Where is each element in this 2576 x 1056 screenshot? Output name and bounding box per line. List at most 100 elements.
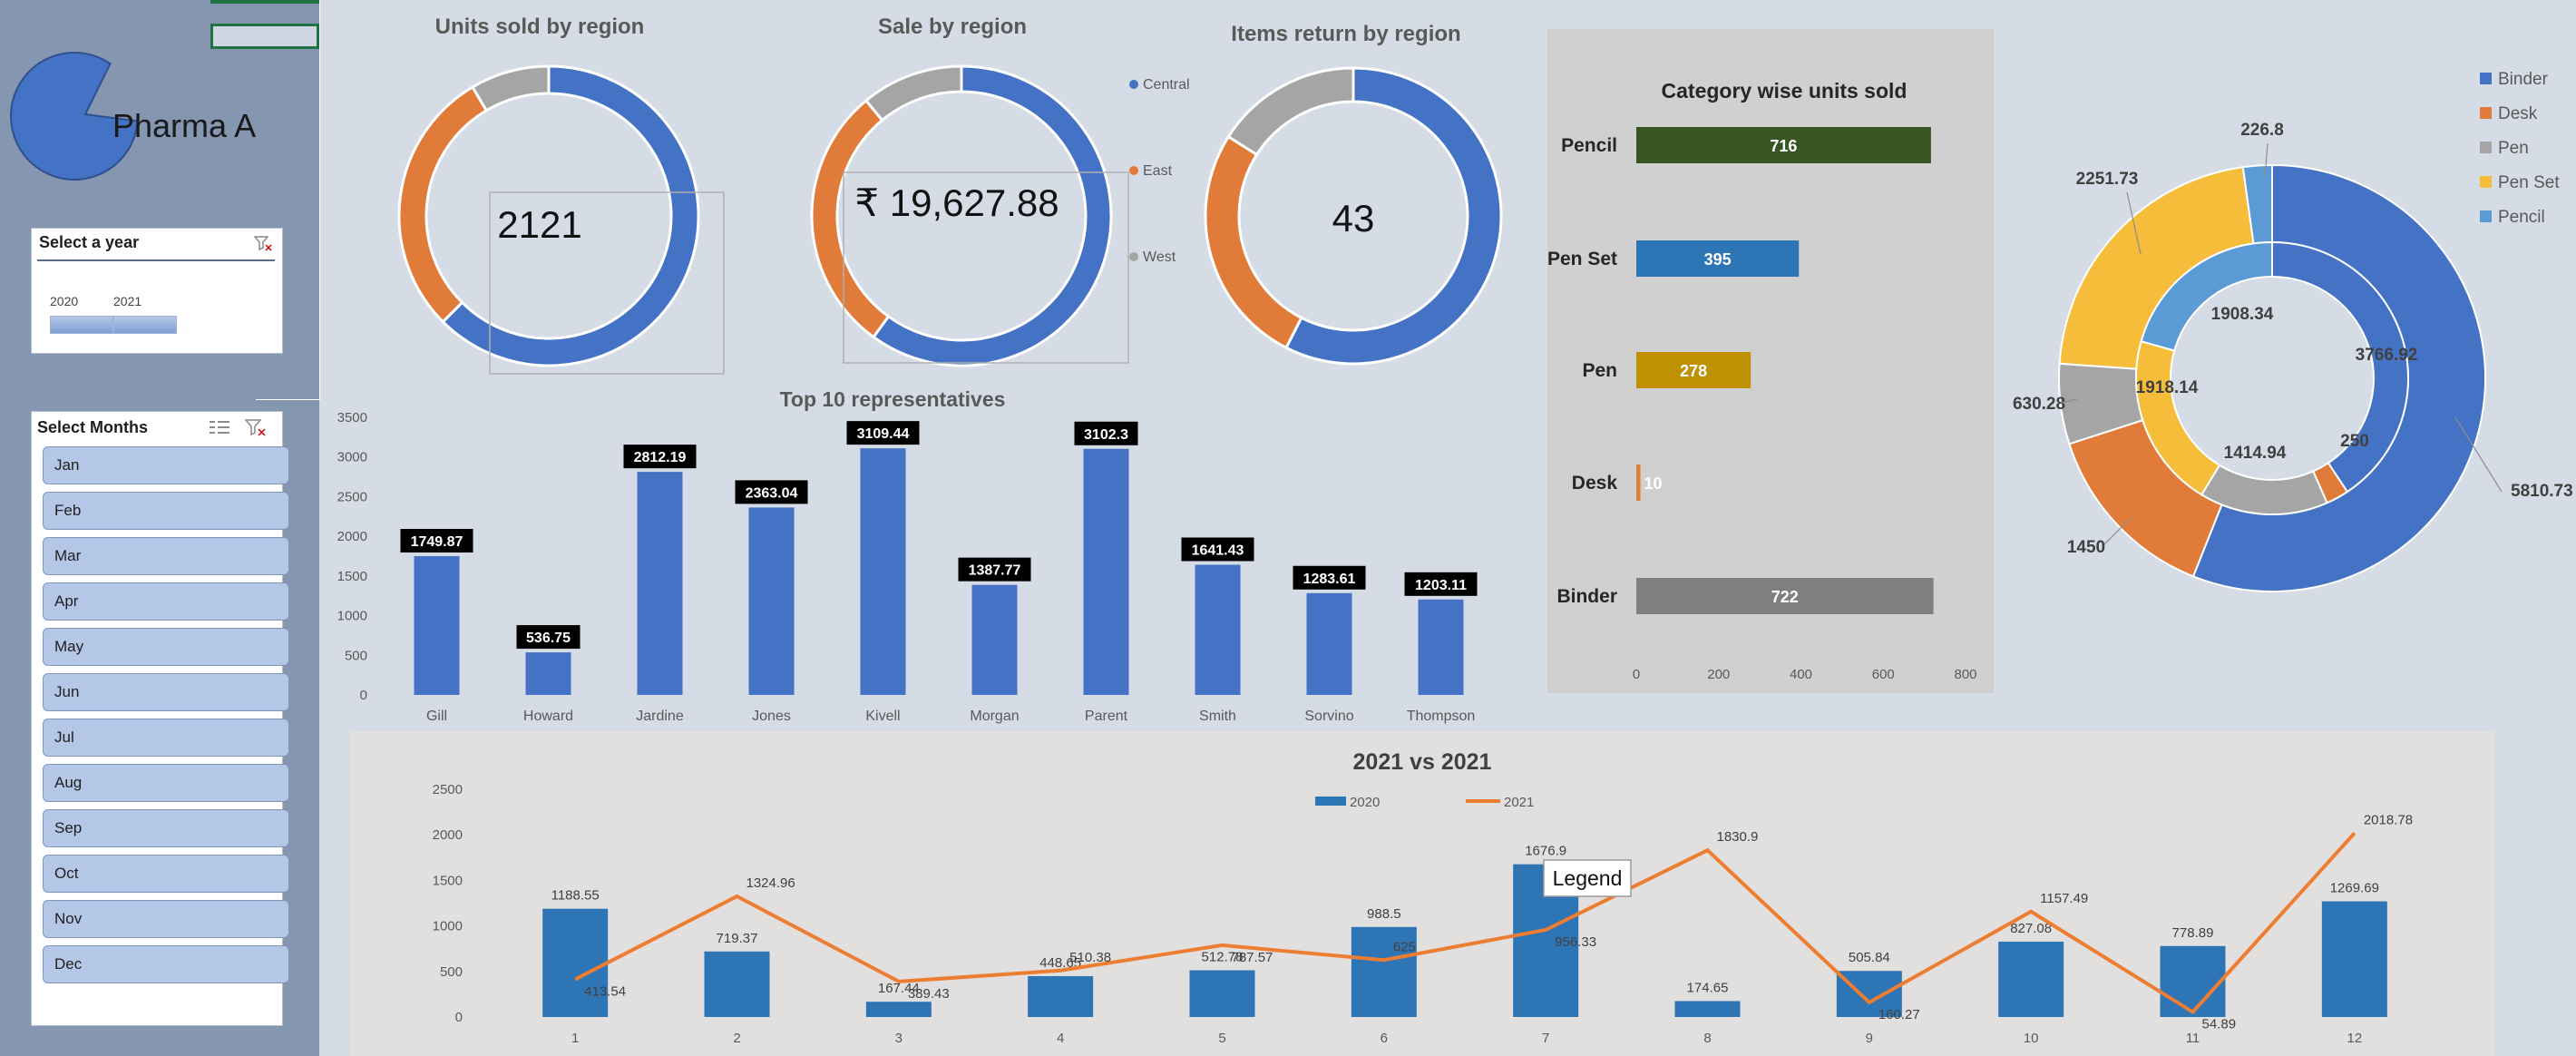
- double-donut-inner-slice-binder: [2271, 240, 2409, 494]
- combo-bar-label: 1269.69: [2330, 881, 2379, 896]
- reps-data-label: 1641.43: [1192, 543, 1244, 558]
- combo-x-label: 11: [2186, 1031, 2200, 1046]
- combo-line-label: 1830.9: [1717, 829, 1759, 845]
- category-label: Pen: [1582, 360, 1617, 381]
- chart-title-units: Units sold by region: [435, 15, 645, 39]
- combo-bar-label: 505.84: [1849, 950, 1890, 965]
- reps-bar: [414, 556, 460, 695]
- reps-y-tick: 0: [360, 688, 367, 703]
- combo-x-label: 10: [2024, 1031, 2039, 1046]
- combo-bar-label: 1188.55: [551, 888, 600, 904]
- combo-line-label: 54.89: [2202, 1016, 2237, 1032]
- logo-area: [10, 52, 139, 181]
- reps-data-label: 1283.61: [1303, 572, 1356, 587]
- reps-bar: [748, 507, 795, 695]
- double-donut-leader: [2103, 516, 2132, 545]
- year-item-2020[interactable]: 2020: [50, 294, 79, 308]
- category-bar: [1636, 127, 1931, 163]
- reps-data-label-bg: [1074, 421, 1138, 445]
- reps-y-tick: 1000: [337, 609, 367, 624]
- combo-x-label: 1: [571, 1031, 579, 1046]
- reps-x-label: Morgan: [970, 709, 1019, 724]
- month-button-feb[interactable]: Feb: [43, 492, 289, 530]
- chart-title-reps: Top 10 representatives: [780, 387, 1006, 411]
- month-button-dec[interactable]: Dec: [43, 945, 289, 983]
- tooltip-box: [1543, 859, 1632, 897]
- combo-y-tick: 1000: [433, 919, 463, 934]
- category-bar: [1636, 578, 1934, 614]
- legend-desk-label: Desk: [2498, 104, 2538, 123]
- category-x-tick: 200: [1707, 667, 1730, 682]
- combo-bar-2020: [1674, 1001, 1741, 1017]
- year-item-2021[interactable]: 2021: [113, 294, 142, 308]
- combo-x-label: 4: [1057, 1031, 1064, 1046]
- month-button-nov[interactable]: Nov: [43, 900, 289, 938]
- month-button-aug[interactable]: Aug: [43, 764, 289, 802]
- year-timeline-bar-2020[interactable]: [50, 316, 113, 334]
- donut-2-slice-central: [1283, 66, 1503, 366]
- combo-line-label: 389.43: [908, 986, 950, 1002]
- reps-bar: [1418, 599, 1464, 695]
- combo-line-label: 1157.49: [2040, 891, 2088, 906]
- reps-y-tick: 2000: [337, 529, 367, 544]
- clear-filter-icon[interactable]: [244, 417, 268, 437]
- chart-title-sales: Sale by region: [878, 15, 1027, 39]
- combo-y-tick: 1500: [433, 873, 463, 888]
- kpi-returns-value: 43: [1332, 197, 1375, 240]
- legend-east-label: East: [1143, 163, 1173, 179]
- double-donut-data-label: 1908.34: [2211, 305, 2274, 324]
- kpi-units-value: 2121: [497, 203, 581, 246]
- category-data-label: 10: [1644, 474, 1663, 493]
- category-data-label: 722: [1771, 588, 1799, 606]
- months-slicer-title: Select Months: [37, 418, 149, 436]
- kpi-sales-value: ₹ 19,627.88: [854, 181, 1059, 224]
- combo-bar-2020: [542, 908, 609, 1017]
- month-button-oct[interactable]: Oct: [43, 855, 289, 893]
- combo-bar-label: 988.5: [1367, 906, 1401, 922]
- month-button-may[interactable]: May: [43, 628, 289, 666]
- double-donut-inner-slice-pencil: [2140, 240, 2273, 352]
- month-button-mar[interactable]: Mar: [43, 537, 289, 575]
- month-button-jun[interactable]: Jun: [43, 673, 289, 711]
- year-timeline-bar-2021[interactable]: [113, 316, 177, 334]
- month-button-apr[interactable]: Apr: [43, 582, 289, 621]
- donut-0-slice-central: [441, 64, 700, 367]
- legend-desk-marker: [2480, 107, 2492, 119]
- months-slicer: Select Months Jan Feb Mar Apr May Jun Ju…: [31, 411, 289, 1026]
- double-donut-data-label: 2251.73: [2076, 170, 2139, 189]
- combo-x-label: 2: [733, 1031, 740, 1046]
- donut-1-slice-west: [864, 64, 963, 122]
- month-button-jan[interactable]: Jan: [43, 446, 289, 484]
- tooltip-text: Legend: [1553, 866, 1623, 890]
- chart-title-category: Category wise units sold: [1662, 79, 1908, 103]
- combo-line-label: 956.33: [1555, 934, 1596, 950]
- combo-x-label: 9: [1866, 1031, 1873, 1046]
- combo-bar-label: 719.37: [717, 931, 758, 946]
- double-donut-data-label: 3766.92: [2356, 346, 2418, 365]
- combo-bar-2020: [1189, 970, 1255, 1017]
- chart-title-compare: 2021 vs 2021: [1353, 749, 1492, 775]
- reps-data-label: 2812.19: [634, 450, 687, 465]
- legend-central-marker: [1129, 80, 1138, 89]
- combo-y-tick: 2000: [433, 827, 463, 843]
- reps-data-label-bg: [735, 480, 808, 504]
- reps-data-label-bg: [1293, 565, 1366, 590]
- reps-data-label: 1203.11: [1415, 578, 1467, 593]
- double-donut-leader: [2126, 191, 2142, 255]
- donut-2-slice-east: [1204, 134, 1303, 350]
- selected-cell[interactable]: [210, 24, 319, 49]
- reps-data-label-bg: [846, 421, 920, 445]
- double-donut-leader: [2264, 142, 2269, 178]
- multi-select-icon[interactable]: [208, 417, 231, 437]
- donut-0-slice-west: [470, 64, 551, 112]
- reps-data-label-bg: [1404, 572, 1478, 596]
- combo-bar-label: 448.65: [1039, 955, 1081, 971]
- reps-data-label: 3102.3: [1084, 427, 1128, 443]
- month-button-sep[interactable]: Sep: [43, 809, 289, 847]
- category-x-tick: 400: [1790, 667, 1812, 682]
- category-bar: [1636, 464, 1641, 501]
- month-button-jul[interactable]: Jul: [43, 719, 289, 757]
- clear-filter-icon[interactable]: [253, 234, 273, 252]
- combo-bar-label: 167.44: [878, 981, 920, 996]
- double-donut-data-label: 630.28: [2013, 395, 2065, 414]
